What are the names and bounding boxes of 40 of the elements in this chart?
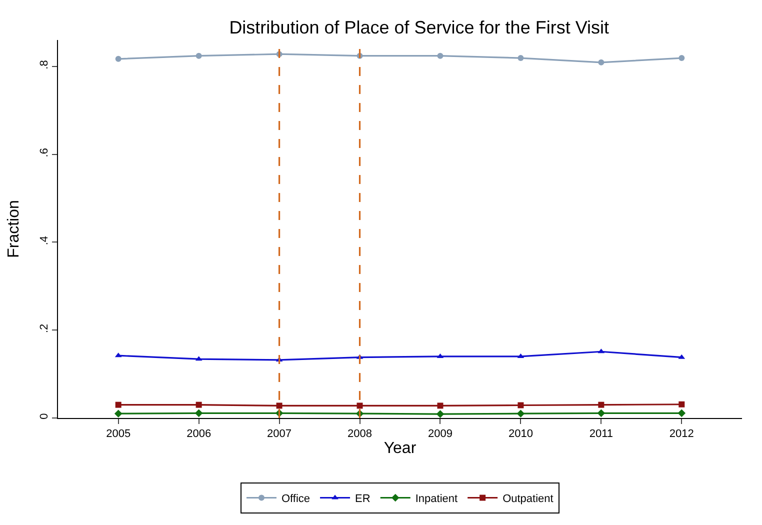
x-tick-label: 2007 bbox=[267, 428, 292, 440]
point bbox=[194, 409, 203, 418]
point bbox=[115, 402, 122, 408]
point bbox=[598, 59, 604, 66]
point bbox=[114, 410, 122, 418]
point bbox=[115, 56, 122, 62]
legend-label: Office bbox=[282, 493, 310, 506]
x-tick-label: 2008 bbox=[348, 428, 372, 440]
x-tick-label: 2011 bbox=[589, 428, 614, 440]
y-tick-label: .4 bbox=[38, 236, 51, 246]
point bbox=[437, 52, 444, 59]
x-tick-label: 2005 bbox=[106, 428, 131, 440]
x-tick-label: 2006 bbox=[186, 428, 212, 440]
x-tick-label: 2010 bbox=[508, 428, 533, 440]
point bbox=[356, 402, 363, 409]
legend-label: ER bbox=[355, 493, 370, 506]
y-tick-label: .6 bbox=[38, 148, 51, 158]
legend-label: Outpatient bbox=[502, 493, 554, 506]
point bbox=[436, 410, 444, 418]
point bbox=[196, 52, 202, 59]
point bbox=[597, 409, 606, 418]
y-tick-label: .8 bbox=[38, 60, 51, 70]
y-tick-label: 0 bbox=[38, 413, 51, 420]
x-tick-label: 2012 bbox=[669, 428, 694, 440]
point bbox=[678, 55, 685, 62]
point bbox=[437, 402, 444, 409]
y-axis-title: Fraction bbox=[6, 200, 22, 258]
chart-title: Distribution of Place of Service for the First Visit bbox=[229, 18, 610, 38]
point bbox=[196, 402, 202, 408]
point bbox=[516, 410, 525, 418]
x-tick-label: 2009 bbox=[428, 428, 452, 440]
legend-label: Inpatient bbox=[415, 493, 458, 506]
point bbox=[598, 402, 604, 408]
point bbox=[678, 401, 685, 408]
y-tick-label: .2 bbox=[38, 324, 51, 334]
point bbox=[678, 409, 686, 418]
point bbox=[518, 55, 524, 62]
point bbox=[518, 402, 524, 408]
point bbox=[276, 402, 282, 409]
x-axis-title: Year bbox=[384, 440, 417, 457]
